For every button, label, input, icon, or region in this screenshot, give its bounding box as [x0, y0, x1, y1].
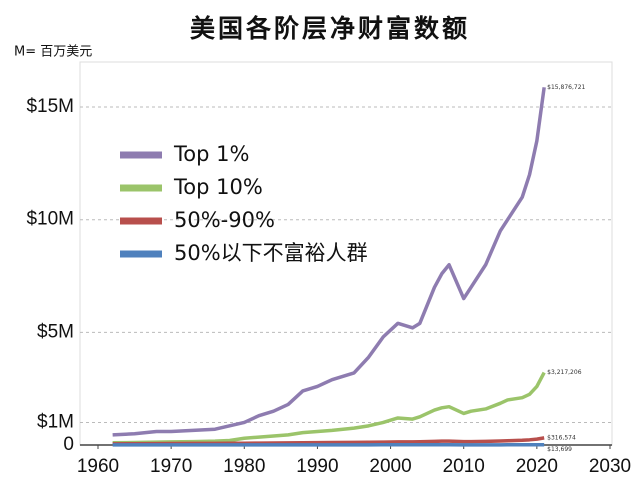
y-tick-label: $5M: [37, 321, 74, 342]
x-tick-label: 1980: [223, 456, 265, 477]
y-tick-label: $15M: [26, 96, 74, 117]
x-tick-label: 1970: [150, 456, 192, 477]
x-tick-label: 1960: [77, 456, 119, 477]
y-tick-label: $1M: [37, 411, 74, 432]
value-label: $316,574: [547, 434, 576, 441]
x-tick-label: 2020: [516, 456, 558, 477]
chart-title: 美国各阶层净财富数额: [190, 14, 470, 43]
x-tick-label: 2030: [589, 456, 631, 477]
legend-label: 50%-90%: [174, 208, 275, 232]
value-label: $3,217,206: [547, 369, 582, 376]
x-tick-label: 1990: [296, 456, 338, 477]
y-tick-label: $10M: [26, 209, 74, 230]
series-line: [112, 87, 546, 437]
y-tick-label: 0: [63, 434, 74, 455]
x-tick-label: 2010: [443, 456, 485, 477]
series-line: [112, 371, 546, 445]
legend-label: 50%以下不富裕人群: [174, 241, 368, 265]
x-tick-label: 2000: [369, 456, 411, 477]
legend-label: Top 10%: [173, 175, 263, 199]
chart-subtitle: M= 百万美元: [14, 45, 92, 60]
value-label: $13,699: [547, 446, 572, 453]
legend-label: Top 1%: [173, 142, 249, 166]
value-label: $15,876,721: [547, 84, 585, 91]
